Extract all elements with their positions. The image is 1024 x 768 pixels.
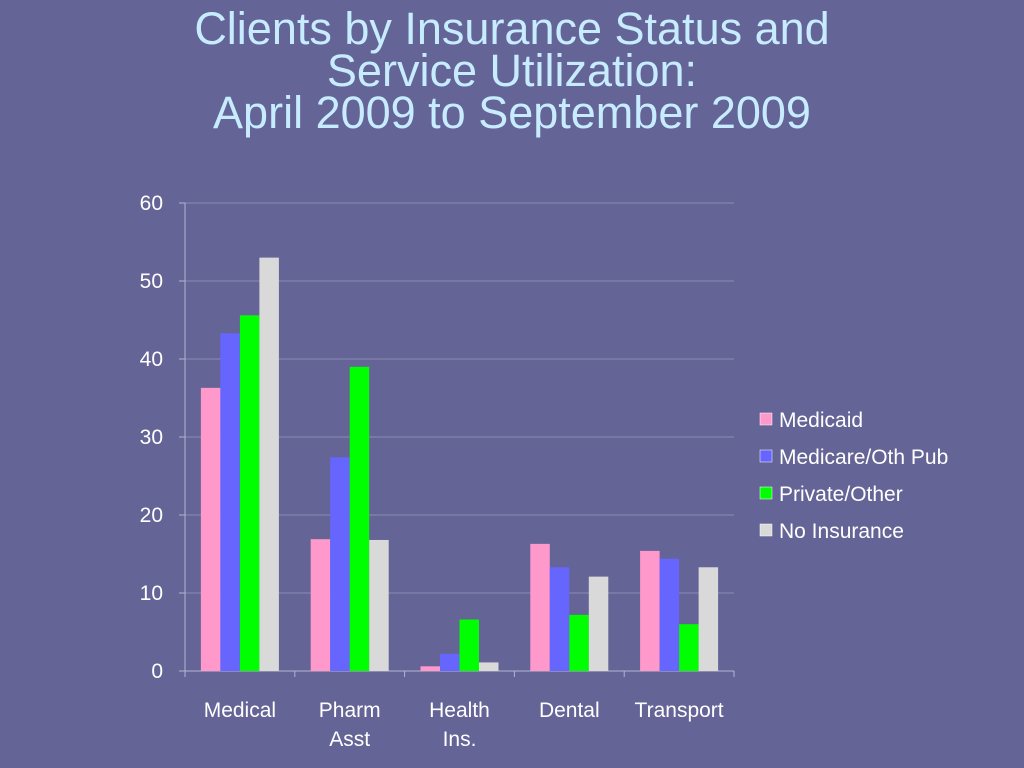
- chart-title-line-3: April 2009 to September 2009: [213, 87, 811, 138]
- y-tick-label: 40: [140, 348, 163, 371]
- legend-label: Medicare/Oth Pub: [779, 446, 948, 469]
- x-tick-label: Medical: [204, 699, 276, 722]
- bar-medicare-oth-pub: [440, 653, 460, 671]
- bar-medicaid: [640, 550, 660, 671]
- bar-medicaid: [530, 543, 550, 671]
- y-tick-label: 50: [140, 270, 163, 293]
- bar-private-other: [349, 366, 370, 671]
- bar-medicare-oth-pub: [549, 567, 570, 671]
- x-tick-label: Asst: [329, 728, 370, 751]
- bar-no-insurance: [698, 567, 719, 671]
- legend-label: Private/Other: [779, 483, 903, 506]
- legend-swatch: [759, 523, 773, 537]
- x-tick-label: Transport: [635, 699, 724, 722]
- bar-no-insurance: [259, 257, 279, 671]
- y-tick-label: 0: [151, 660, 163, 683]
- chart-title-line-1: Clients by Insurance Status and: [194, 3, 830, 54]
- legend-swatch: [759, 486, 773, 500]
- x-tick-label: Dental: [539, 699, 600, 722]
- chart-title-line-2: Service Utilization:: [326, 45, 698, 96]
- bar-medicare-oth-pub: [659, 558, 680, 671]
- y-tick-label: 30: [140, 426, 163, 449]
- bar-medicare-oth-pub: [330, 457, 350, 671]
- bar-private-other: [569, 614, 589, 671]
- bar-medicare-oth-pub: [220, 333, 240, 671]
- bar-medicaid: [310, 539, 331, 671]
- y-tick-label: 60: [140, 192, 163, 215]
- legend-label: Medicaid: [779, 409, 863, 432]
- bar-private-other: [459, 619, 479, 671]
- bar-medicaid: [200, 387, 221, 671]
- bar-private-other: [679, 624, 699, 671]
- bar-medicaid: [420, 666, 440, 671]
- y-tick-label: 20: [140, 504, 163, 527]
- x-tick-label: Pharm: [319, 699, 381, 722]
- x-tick-label: Ins.: [443, 728, 477, 751]
- chart-title: Clients by Insurance Status and Service …: [0, 3, 1024, 138]
- bar-no-insurance: [588, 576, 609, 671]
- legend-swatch: [759, 449, 773, 463]
- legend-label: No Insurance: [779, 520, 904, 543]
- bar-no-insurance: [479, 662, 499, 671]
- bar-private-other: [239, 315, 260, 671]
- legend-swatch: [759, 412, 773, 426]
- y-tick-label: 10: [140, 582, 163, 605]
- bar-no-insurance: [369, 539, 389, 671]
- x-tick-label: Health: [429, 699, 490, 722]
